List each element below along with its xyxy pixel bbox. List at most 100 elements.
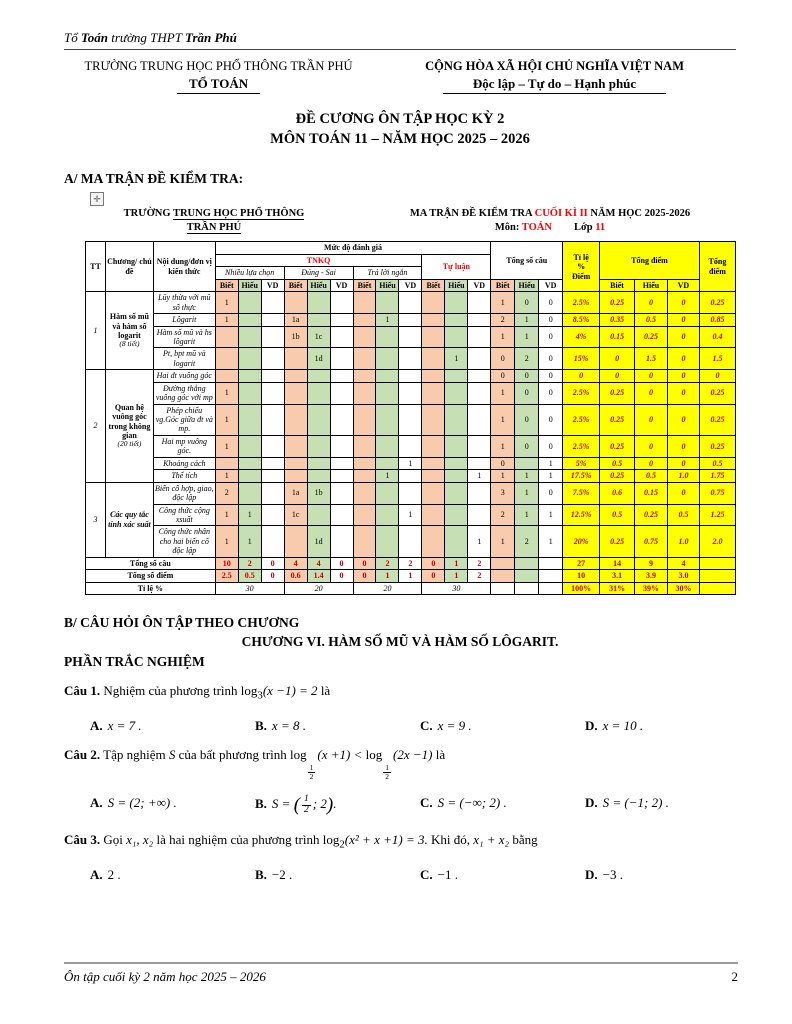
matrix-cell: 0 [666, 403, 700, 436]
matrix-cell: 2 [398, 556, 423, 571]
matrix-cell [214, 369, 239, 383]
matrix-cell: Hai đt vuông góc [152, 369, 216, 383]
matrix-cell [237, 481, 262, 505]
table-move-handle-icon[interactable]: ✛ [90, 192, 104, 207]
matrix-cell: Tổng số câu [85, 556, 216, 571]
republic-motto-line2: Độc lập – Tự do – Hạnh phúc [373, 76, 736, 94]
matrix-cell: 0 [666, 381, 700, 405]
matrix-row: Phép chiếu vg.Góc giữa đt và mp. 1 1 0 0 2.5%… [86, 403, 737, 436]
header-note-part: Trần Phú [184, 30, 237, 45]
matrix-cell [329, 469, 354, 483]
header-divider [64, 49, 736, 50]
answer-option: A. x = 7 . [90, 717, 142, 733]
matrix-cell: 17.5% [562, 469, 601, 483]
matrix-cell: 0 [260, 569, 285, 583]
matrix-cell [214, 456, 239, 471]
matrix-cell: 9 [634, 556, 668, 571]
matrix-cell: 1 [214, 434, 239, 458]
matrix-cell: Phép chiếu vg.Góc giữa đt và mp. [152, 403, 216, 436]
matrix-cell: 0 [514, 381, 540, 405]
matrix-cell [444, 369, 469, 383]
matrix-row: Công thức cộng xsuất 1 1 1c 1 2 1 1 12.5% 0.5 0.25… [86, 503, 737, 527]
matrix-cell: 0.6 [599, 481, 636, 505]
matrix-caption: TRƯỜNG TRUNG HỌC PHỔ THÔNG TRẦN PHÚ MA T… [64, 207, 736, 235]
matrix-row: Nhiều lựa chọn Đúng - Sai Trả lời ngắn [86, 266, 736, 280]
matrix-cell: 2 [375, 556, 400, 571]
matrix-cell [237, 291, 262, 315]
question-3-answers: A. 2 . B. −2 . C. −1 . D. −3 . [64, 867, 736, 883]
matrix-cell [352, 313, 377, 327]
matrix-cell: 20% [562, 525, 601, 558]
matrix-cell [421, 503, 446, 527]
matrix-cell: 2 [467, 556, 492, 571]
matrix-cell: Biết [490, 278, 516, 293]
answer-option: B. x = 8 . [255, 717, 306, 733]
matrix-cell [329, 325, 354, 349]
matrix-cell [421, 347, 446, 371]
matrix-cell: Khoảng cách [152, 456, 216, 471]
matrix-cell: Tự luận [421, 253, 492, 280]
matrix-cell [444, 456, 469, 471]
matrix-cell: 1.0 [666, 469, 700, 483]
matrix-cell: 7.5% [562, 481, 601, 505]
school-name: TRƯỜNG TRUNG HỌC PHỔ THÔNG TRẦN PHÚ [84, 59, 353, 73]
matrix-cell: 1 [375, 313, 400, 327]
matrix-cell: 30 [421, 581, 492, 596]
matrix-cell: 1 [490, 525, 516, 558]
matrix-cell: Công thức nhân cho hai biến cố độc lập [152, 525, 216, 558]
matrix-cell [306, 456, 331, 471]
matrix-cell [237, 347, 262, 371]
matrix-cell: 0 [599, 347, 636, 371]
matrix-cell [329, 503, 354, 527]
matrix-cell: 0.35 [599, 313, 636, 327]
matrix-cell [260, 347, 285, 371]
matrix-cell: VD [666, 278, 700, 293]
matrix-cell: 0 [599, 369, 636, 383]
matrix-cell [329, 525, 354, 558]
matrix-cell: 1 [444, 569, 469, 583]
matrix-cell [329, 403, 354, 436]
matrix-cell: Trả lời ngắn [352, 266, 423, 280]
matrix-cell [421, 381, 446, 405]
matrix-cell [237, 381, 262, 405]
matrix-cell: 15% [562, 347, 601, 371]
matrix-cell [214, 347, 239, 371]
matrix-cell [306, 503, 331, 527]
matrix-cell: 0.85 [698, 313, 737, 327]
matrix-cell: Tỉ lệ % [85, 581, 216, 596]
matrix-cell: 0 [666, 481, 700, 505]
matrix-cell [260, 369, 285, 383]
answer-option: D. −3 . [585, 867, 623, 883]
matrix-cell [490, 581, 516, 596]
department-name: TỔ TOÁN [64, 76, 373, 94]
matrix-cell [421, 313, 446, 327]
matrix-cell: 4 [306, 556, 331, 571]
matrix-cell: 2 [490, 313, 516, 327]
matrix-cell [237, 456, 262, 471]
matrix-cell [398, 369, 423, 383]
matrix-cell [698, 581, 737, 596]
matrix-cell [421, 369, 446, 383]
header-note-part: Toán [80, 30, 108, 45]
matrix-row: Thể tích 1 1 1 1 1 1 17.5% 0.25 0.5 1.0 1.75 [86, 469, 737, 483]
matrix-cell: Biết [599, 278, 636, 293]
answer-option: D. S = (−1; 2) . [585, 794, 669, 810]
matrix-cell: 0 [634, 381, 668, 405]
matrix-cell [467, 503, 492, 527]
matrix-cell: VD [467, 278, 492, 293]
matrix-cell: 1 [490, 403, 516, 436]
matrix-cell [260, 456, 285, 471]
matrix-cell: 1 [467, 469, 492, 483]
matrix-cell: Biết [283, 278, 308, 293]
matrix-cell [375, 456, 400, 471]
answer-option: C. −1 . [420, 867, 458, 883]
matrix-cell [398, 403, 423, 436]
matrix-cell: 0.4 [698, 325, 737, 349]
matrix-cell [375, 434, 400, 458]
matrix-cell: 0 [666, 434, 700, 458]
matrix-cell: 1 [514, 481, 540, 505]
matrix-cell [398, 525, 423, 558]
matrix-cell: 100% [562, 581, 601, 596]
matrix-cell [444, 503, 469, 527]
question-1: Câu 1. Nghiệm của phương trình log3(x −1… [64, 683, 331, 702]
